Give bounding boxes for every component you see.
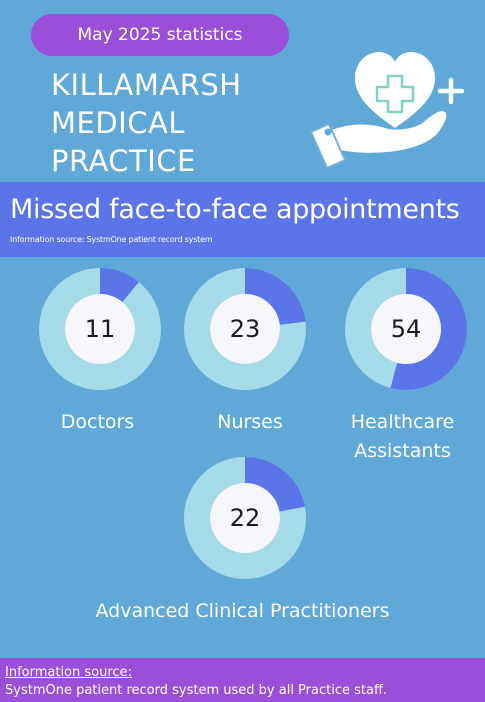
- donut-advanced-clinical-practitioners: 22: [184, 457, 306, 579]
- cuff-button: [324, 128, 332, 136]
- donut-doctors: 11: [39, 268, 161, 390]
- practice-name-line-1: KILLAMARSH: [51, 68, 242, 102]
- section-banner: Missed face-to-face appointments Informa…: [0, 182, 485, 257]
- donut-center: [210, 483, 280, 553]
- donut-value: 22: [229, 504, 261, 532]
- medical-cross-icon: [375, 74, 415, 114]
- practice-name-line-3: PRACTICE: [51, 144, 196, 178]
- donut-healthcare-assistants: 54: [345, 268, 467, 390]
- label-healthcare-assistants-line-2: Assistants: [354, 440, 451, 462]
- donut-segment: [39, 268, 161, 390]
- open-hand-shape: [327, 111, 447, 153]
- cuff-shape: [309, 122, 347, 170]
- donut-value: 54: [390, 315, 422, 343]
- period-badge: May 2025 statistics: [31, 14, 289, 56]
- donut-value: 11: [84, 315, 116, 343]
- section-subtitle: Information source: SystmOne patient rec…: [10, 235, 213, 244]
- donut-segment: [345, 268, 467, 390]
- footer-source-label: Information source: [5, 665, 128, 680]
- label-doctors: Doctors: [60, 411, 135, 433]
- footer-source-heading: Information source:: [5, 665, 132, 680]
- donut-value: 23: [229, 315, 261, 343]
- section-title: Missed face-to-face appointments: [10, 194, 460, 225]
- practice-name: KILLAMARSH MEDICAL PRACTICE: [51, 66, 242, 180]
- plus-icon: [437, 77, 465, 105]
- donut-nurses: 23: [184, 268, 306, 390]
- label-advanced-clinical-practitioners: Advanced Clinical Practitioners: [95, 600, 390, 622]
- donut-center: [371, 294, 441, 364]
- hand-holding-heart-icon: [309, 52, 465, 170]
- practice-name-line-2: MEDICAL: [51, 106, 185, 140]
- footer-source-detail: SystmOne patient record system used by a…: [5, 683, 388, 698]
- donut-center: [65, 294, 135, 364]
- donut-center: [210, 294, 280, 364]
- donut-segment: [184, 268, 306, 390]
- donut-segment: [184, 457, 306, 579]
- label-healthcare-assistants: Healthcare Assistants: [330, 408, 475, 466]
- heart-shape: [355, 52, 435, 128]
- label-healthcare-assistants-line-1: Healthcare: [350, 411, 455, 433]
- label-nurses: Nurses: [217, 411, 283, 433]
- footer: Information source: SystmOne patient rec…: [0, 658, 485, 702]
